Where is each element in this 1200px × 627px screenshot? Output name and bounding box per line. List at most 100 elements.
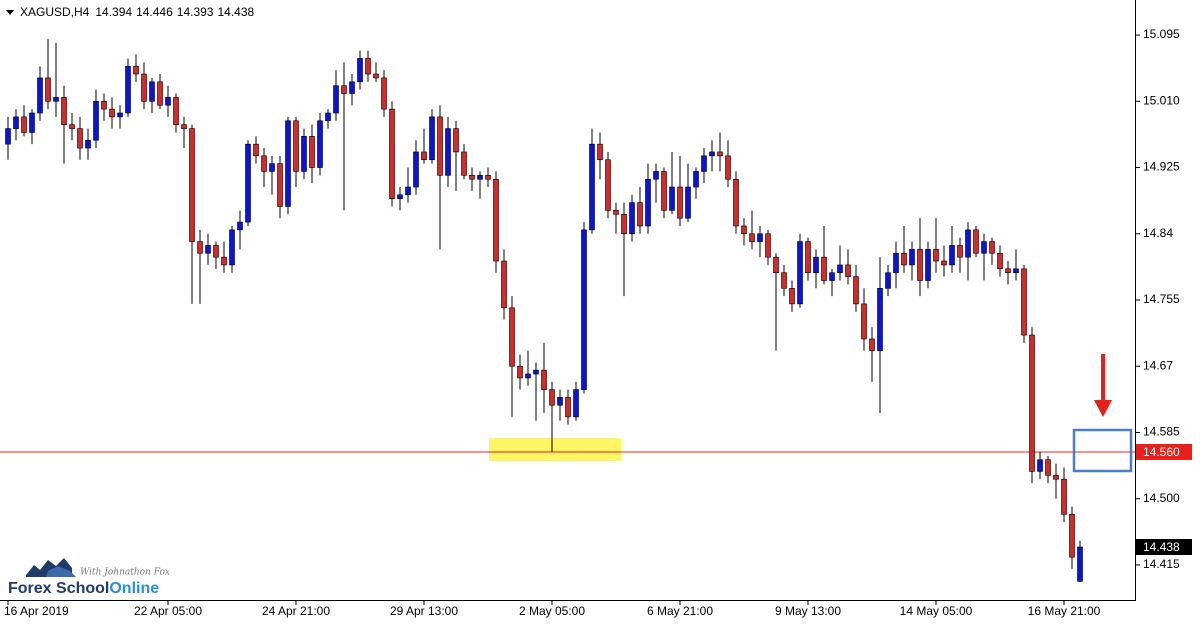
candle-body xyxy=(133,65,139,75)
y-tick-label: 14.415 xyxy=(1143,557,1180,571)
candle-body xyxy=(61,97,67,125)
candle-body xyxy=(21,116,27,133)
x-tick-label: 22 Apr 05:00 xyxy=(134,604,202,618)
candle-body xyxy=(645,178,651,227)
candle-body xyxy=(917,249,923,281)
candle-body xyxy=(733,178,739,227)
candle-body xyxy=(1061,478,1067,515)
candle-body xyxy=(1037,459,1043,472)
candle-body xyxy=(53,97,59,102)
candle-body xyxy=(1013,268,1019,274)
support-highlight xyxy=(489,438,621,461)
candle-body xyxy=(885,272,891,289)
candle-body xyxy=(685,186,691,219)
candle-body xyxy=(461,151,467,176)
header-ohlc-value: 14.438 xyxy=(217,5,254,19)
candle-body xyxy=(525,373,531,379)
logo-icon-front xyxy=(46,566,76,577)
candle-body xyxy=(445,128,451,176)
candle-body xyxy=(581,229,587,390)
candle-body xyxy=(893,252,899,274)
candle-body xyxy=(37,77,43,114)
candle-body xyxy=(389,108,395,200)
candle-body xyxy=(469,175,475,180)
candle-body xyxy=(1077,546,1083,582)
candle-body xyxy=(509,307,515,367)
candle-body xyxy=(533,369,539,375)
target-box xyxy=(1072,428,1133,473)
candle-body xyxy=(1005,268,1011,274)
candle-body xyxy=(309,136,315,168)
candle-body xyxy=(901,252,907,266)
logo-name-main: Forex School xyxy=(8,580,109,597)
candle-body xyxy=(413,151,419,188)
x-tick-label: 6 May 21:00 xyxy=(647,604,713,618)
y-tick-label: 14.925 xyxy=(1143,160,1180,174)
candle-body xyxy=(933,249,939,262)
y-tick-label: 14.84 xyxy=(1143,226,1173,240)
logo-tagline: With Johnathon Fox xyxy=(80,568,170,578)
candle-body xyxy=(13,116,19,129)
header-triangle xyxy=(6,10,14,15)
candle-body xyxy=(853,276,859,305)
candle-body xyxy=(997,252,1003,270)
level-price-box xyxy=(1136,443,1192,460)
candle-body xyxy=(1053,475,1059,480)
candle-body xyxy=(365,58,371,75)
arrow-head xyxy=(1094,400,1112,417)
last-price-box xyxy=(1136,539,1192,556)
candle-body xyxy=(661,171,667,211)
candle-body xyxy=(941,260,947,266)
candle-body xyxy=(877,288,883,351)
candle-body xyxy=(269,163,275,172)
candle-body xyxy=(333,85,339,114)
logo-name: Forex SchoolOnline xyxy=(8,580,159,597)
candle-body xyxy=(677,186,683,219)
candle-body xyxy=(861,303,867,340)
logo: With Johnathon Fox Forex SchoolOnline xyxy=(8,558,170,597)
candle-body xyxy=(493,178,499,262)
y-tick-label: 14.585 xyxy=(1143,425,1180,439)
candle-body xyxy=(325,112,331,122)
candle-body xyxy=(477,175,483,180)
candle-body xyxy=(85,139,91,149)
candle-body xyxy=(565,397,571,418)
candle-body xyxy=(93,100,99,141)
y-tick-label: 15.010 xyxy=(1143,93,1180,107)
logo-name-accent: Online xyxy=(109,580,159,597)
candle-body xyxy=(45,77,51,102)
x-tick-label: 14 May 05:00 xyxy=(900,604,973,618)
candle-body xyxy=(373,73,379,79)
y-tick-label: 15.095 xyxy=(1143,27,1180,41)
candle-body xyxy=(213,245,219,258)
y-tick-label: 14.67 xyxy=(1143,358,1173,372)
candle-body xyxy=(789,288,795,305)
candle-body xyxy=(613,210,619,215)
candle-body xyxy=(629,202,635,235)
candle-body xyxy=(301,136,307,172)
candle-body xyxy=(669,186,675,211)
candle-body xyxy=(837,264,843,274)
candle-body xyxy=(293,120,299,172)
candle-body xyxy=(69,124,75,129)
candle-body xyxy=(517,365,523,379)
candle-body xyxy=(421,151,427,161)
x-tick-label: 9 May 13:00 xyxy=(775,604,841,618)
candle-body xyxy=(357,58,363,83)
candle-body xyxy=(869,338,875,351)
candle-body xyxy=(773,256,779,274)
candle-body xyxy=(253,143,259,157)
candle-body xyxy=(245,143,251,223)
candle-body xyxy=(157,81,163,106)
candle-body xyxy=(1021,268,1027,336)
candle-body xyxy=(541,369,547,390)
level-layer: 14.560 14.438 xyxy=(0,443,1192,556)
candle-body xyxy=(77,128,83,149)
candle-body xyxy=(261,155,267,172)
candle-body xyxy=(653,171,659,180)
x-tick-label: 16 Apr 2019 xyxy=(4,604,69,618)
last-price-label: 14.438 xyxy=(1143,540,1180,554)
level-price-label: 14.560 xyxy=(1143,445,1180,459)
